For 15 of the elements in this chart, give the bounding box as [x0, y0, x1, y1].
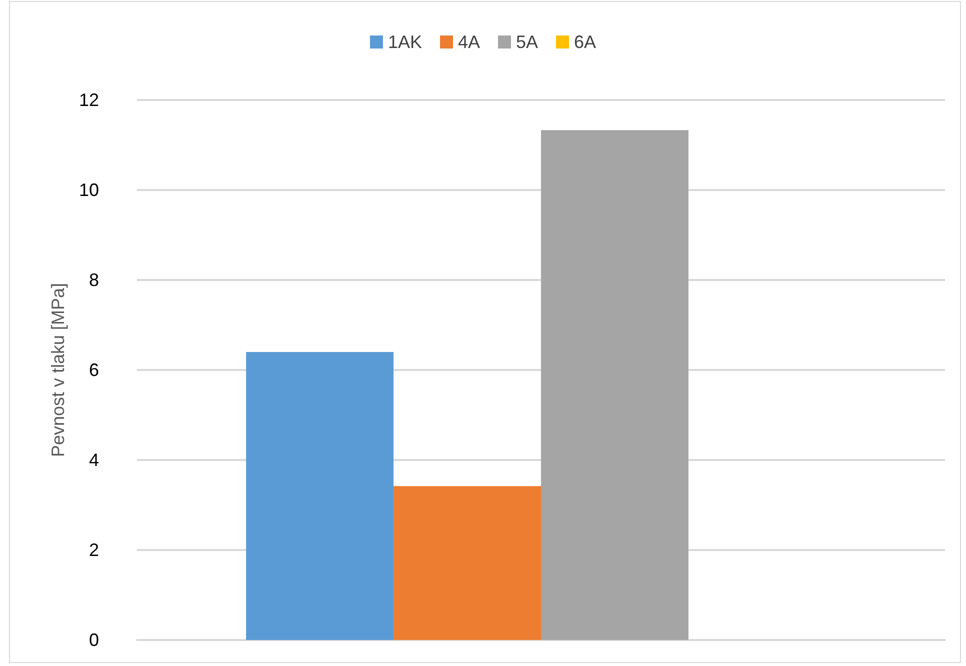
bar	[541, 130, 688, 640]
y-tick-label: 0	[88, 630, 99, 650]
bar	[394, 486, 541, 640]
legend-label: 1AK	[388, 32, 422, 52]
y-tick-label: 8	[88, 270, 99, 290]
y-axis-title: Pevnost v tlaku [MPa]	[48, 282, 68, 458]
y-tick-label: 6	[88, 360, 99, 380]
y-tick-label: 12	[78, 90, 99, 110]
bar	[246, 352, 394, 640]
y-tick-label: 2	[88, 540, 99, 560]
legend-label: 4A	[458, 32, 480, 52]
legend-label: 5A	[516, 32, 538, 52]
y-tick-label: 10	[78, 180, 99, 200]
y-tick-label: 4	[88, 450, 99, 470]
legend-label: 6A	[574, 32, 596, 52]
